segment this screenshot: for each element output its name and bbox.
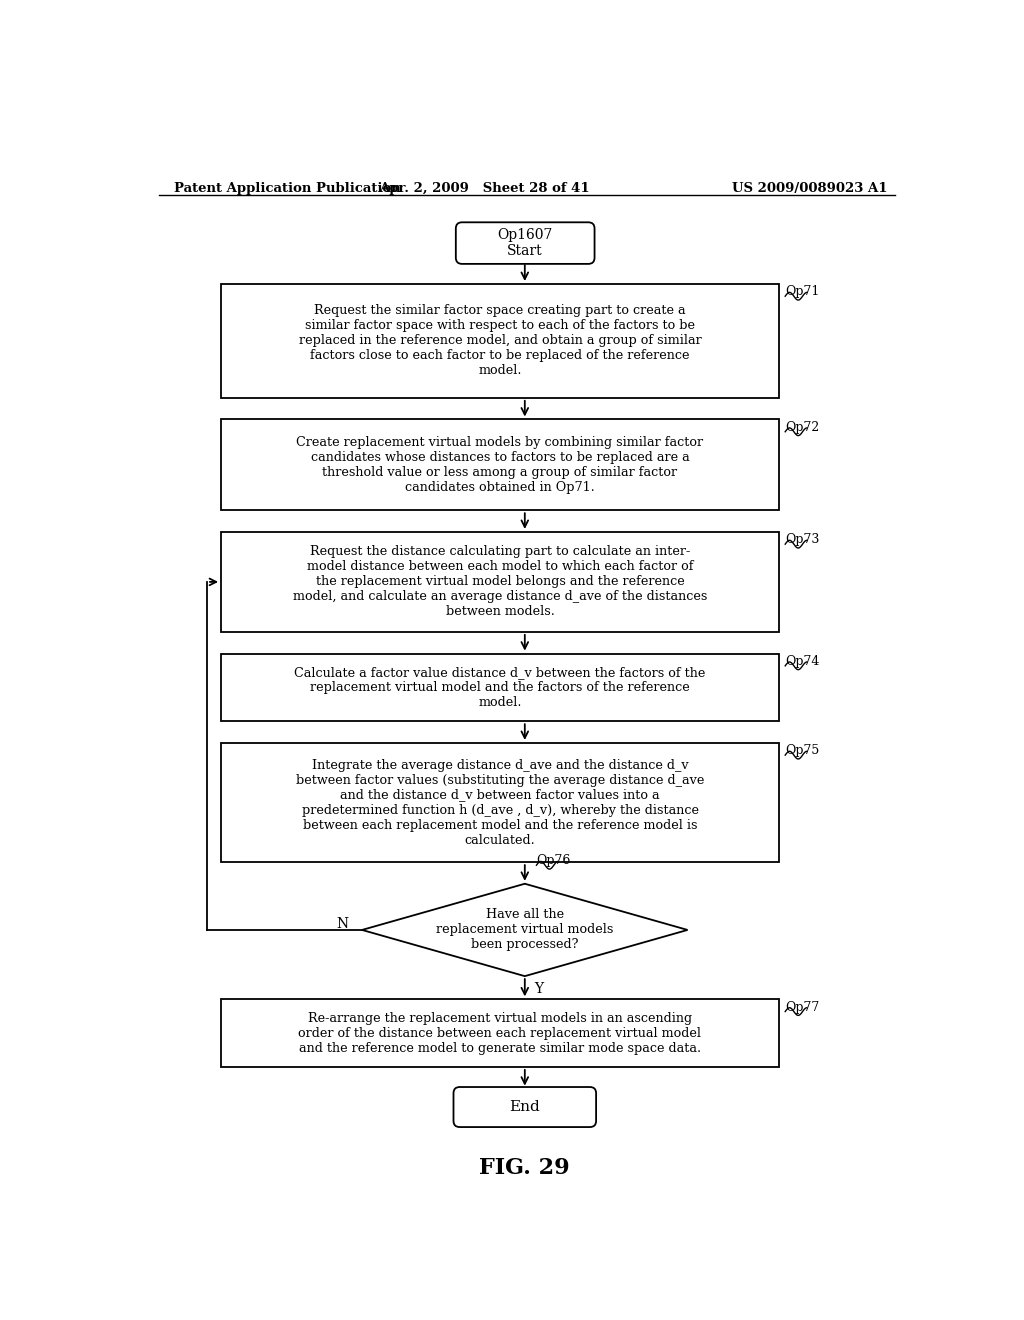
- Text: Apr. 2, 2009   Sheet 28 of 41: Apr. 2, 2009 Sheet 28 of 41: [379, 182, 590, 194]
- Text: Op71: Op71: [785, 285, 819, 298]
- Polygon shape: [362, 884, 687, 977]
- Bar: [221, 284, 779, 397]
- Text: Have all the
replacement virtual models
been processed?: Have all the replacement virtual models …: [436, 908, 613, 952]
- Text: Request the similar factor space creating part to create a
similar factor space : Request the similar factor space creatin…: [299, 305, 701, 378]
- Text: Patent Application Publication: Patent Application Publication: [174, 182, 401, 194]
- Text: Op72: Op72: [785, 421, 819, 434]
- Text: Op73: Op73: [785, 533, 819, 546]
- Bar: [221, 653, 779, 721]
- Text: Request the distance calculating part to calculate an inter-
model distance betw: Request the distance calculating part to…: [293, 545, 708, 618]
- Text: Calculate a factor value distance d_v between the factors of the
replacement vir: Calculate a factor value distance d_v be…: [294, 665, 706, 709]
- FancyBboxPatch shape: [454, 1088, 596, 1127]
- Bar: [221, 532, 779, 632]
- Text: N: N: [336, 917, 348, 931]
- Text: Create replacement virtual models by combining similar factor
candidates whose d: Create replacement virtual models by com…: [296, 436, 703, 494]
- Text: End: End: [509, 1100, 541, 1114]
- Bar: [221, 743, 779, 862]
- FancyBboxPatch shape: [456, 222, 595, 264]
- Text: Op75: Op75: [785, 744, 819, 758]
- Text: US 2009/0089023 A1: US 2009/0089023 A1: [732, 182, 888, 194]
- Text: Op1607
Start: Op1607 Start: [498, 228, 553, 259]
- Text: Op77: Op77: [785, 1001, 819, 1014]
- Bar: [221, 999, 779, 1067]
- Bar: [221, 420, 779, 511]
- Text: Integrate the average distance d_ave and the distance d_v
between factor values : Integrate the average distance d_ave and…: [296, 759, 705, 846]
- Text: Y: Y: [535, 982, 543, 997]
- Text: Op74: Op74: [785, 655, 819, 668]
- Text: Re-arrange the replacement virtual models in an ascending
order of the distance : Re-arrange the replacement virtual model…: [299, 1011, 701, 1055]
- Text: Op76: Op76: [537, 854, 570, 867]
- Text: FIG. 29: FIG. 29: [479, 1156, 570, 1179]
